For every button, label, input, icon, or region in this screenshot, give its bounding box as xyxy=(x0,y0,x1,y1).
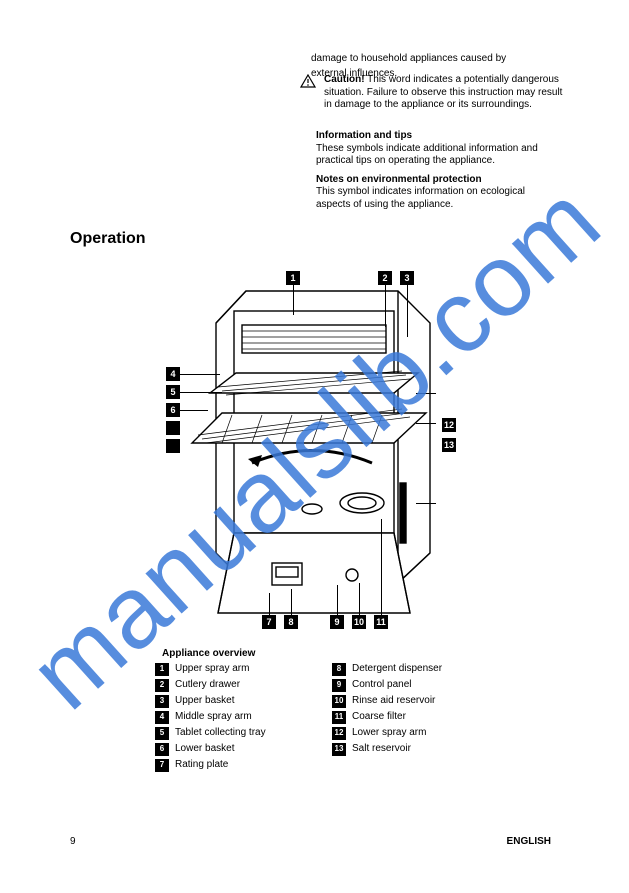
language-label: ENGLISH xyxy=(507,836,551,847)
legend-row: 1 Upper spray arm xyxy=(155,662,266,677)
legend-num: 10 xyxy=(332,695,346,708)
legend-num: 6 xyxy=(155,743,169,756)
legend-num: 4 xyxy=(155,711,169,724)
caution-label: Caution! xyxy=(324,74,365,85)
header-line-1: damage to household appliances caused by xyxy=(311,52,551,65)
caution-block: Caution! This word indicates a potential… xyxy=(300,74,564,112)
legend-text: Detergent dispenser xyxy=(352,664,442,675)
legend-num: 11 xyxy=(332,711,346,724)
callout-12: 12 xyxy=(442,418,456,432)
legend-row: 13 Salt reservoir xyxy=(332,742,442,757)
callout-6-line xyxy=(180,410,208,411)
section-title-operation: Operation xyxy=(70,230,146,248)
callout-7-line xyxy=(269,593,270,615)
legend-text: Lower basket xyxy=(175,744,234,755)
callout-1: 1 xyxy=(286,271,300,285)
legend-text: Salt reservoir xyxy=(352,744,411,755)
legend-row: 11 Coarse filter xyxy=(332,710,442,725)
legend-row: 10 Rinse aid reservoir xyxy=(332,694,442,709)
callout-11-line xyxy=(381,519,382,615)
dishwasher-svg xyxy=(162,263,462,633)
legend-row: 9 Control panel xyxy=(332,678,442,693)
legend-text: Rinse aid reservoir xyxy=(352,696,435,707)
legend-row: 7 Rating plate xyxy=(155,758,266,773)
legend-num: 1 xyxy=(155,663,169,676)
callout-10-line xyxy=(359,583,360,615)
legend-num: 3 xyxy=(155,695,169,708)
legend-right-column: 8 Detergent dispenser 9 Control panel 10 Ri… xyxy=(332,662,442,758)
callout-2: 2 xyxy=(378,271,392,285)
env-heading: Notes on environmental protection xyxy=(316,174,556,187)
legend-num: 12 xyxy=(332,727,346,740)
callout-6: 6 xyxy=(166,403,180,417)
legend-left-column: 1 Upper spray arm 2 Cutlery drawer 3 Upper … xyxy=(155,662,266,774)
callout-3: 3 xyxy=(400,271,414,285)
legend-num: 7 xyxy=(155,759,169,772)
callout-13: 13 xyxy=(442,438,456,452)
callout-4: 4 xyxy=(166,367,180,381)
callout-3-line xyxy=(407,285,408,337)
callout-2-line xyxy=(385,285,386,327)
dishwasher-diagram: 1 2 3 4 5 6 7 8 9 10 11 12 13 xyxy=(162,263,462,633)
page-number: 9 xyxy=(70,836,76,847)
callout-extra-left-a xyxy=(166,421,180,435)
legend-row: 3 Upper basket xyxy=(155,694,266,709)
legend-text: Tablet collecting tray xyxy=(175,728,266,739)
legend-text: Middle spray arm xyxy=(175,712,252,723)
legend-text: Cutlery drawer xyxy=(175,680,240,691)
callout-5: 5 xyxy=(166,385,180,399)
legend-row: 4 Middle spray arm xyxy=(155,710,266,725)
legend-num: 2 xyxy=(155,679,169,692)
callout-8: 8 xyxy=(284,615,298,629)
legend-text: Lower spray arm xyxy=(352,728,426,739)
callout-r3-line xyxy=(416,503,436,504)
legend-row: 2 Cutlery drawer xyxy=(155,678,266,693)
legend-num: 5 xyxy=(155,727,169,740)
info-heading: Information and tips xyxy=(316,130,556,143)
legend-text: Upper spray arm xyxy=(175,664,249,675)
callout-r2-line xyxy=(416,423,436,424)
callout-5-line xyxy=(180,392,222,393)
callout-7: 7 xyxy=(262,615,276,629)
legend-num: 8 xyxy=(332,663,346,676)
legend-row: 6 Lower basket xyxy=(155,742,266,757)
info-body: These symbols indicate additional inform… xyxy=(316,143,556,168)
legend-row: 12 Lower spray arm xyxy=(332,726,442,741)
callout-9: 9 xyxy=(330,615,344,629)
legend-text: Upper basket xyxy=(175,696,234,707)
legend-title: Appliance overview xyxy=(162,648,255,659)
callout-8-line xyxy=(291,589,292,615)
callout-9-line xyxy=(337,585,338,615)
legend-text: Coarse filter xyxy=(352,712,406,723)
legend-text: Rating plate xyxy=(175,760,228,771)
callout-extra-left-b xyxy=(166,439,180,453)
callout-4-line xyxy=(180,374,220,375)
callout-r1-line xyxy=(416,393,436,394)
legend-text: Control panel xyxy=(352,680,411,691)
legend-num: 9 xyxy=(332,679,346,692)
legend-num: 13 xyxy=(332,743,346,756)
callout-1-line xyxy=(293,285,294,315)
info-tips-block: Information and tips These symbols indic… xyxy=(316,130,556,211)
env-body: This symbol indicates information on eco… xyxy=(316,186,556,211)
callout-10: 10 xyxy=(352,615,366,629)
callout-11: 11 xyxy=(374,615,388,629)
legend-row: 5 Tablet collecting tray xyxy=(155,726,266,741)
warning-triangle-icon xyxy=(300,74,316,88)
legend-row: 8 Detergent dispenser xyxy=(332,662,442,677)
